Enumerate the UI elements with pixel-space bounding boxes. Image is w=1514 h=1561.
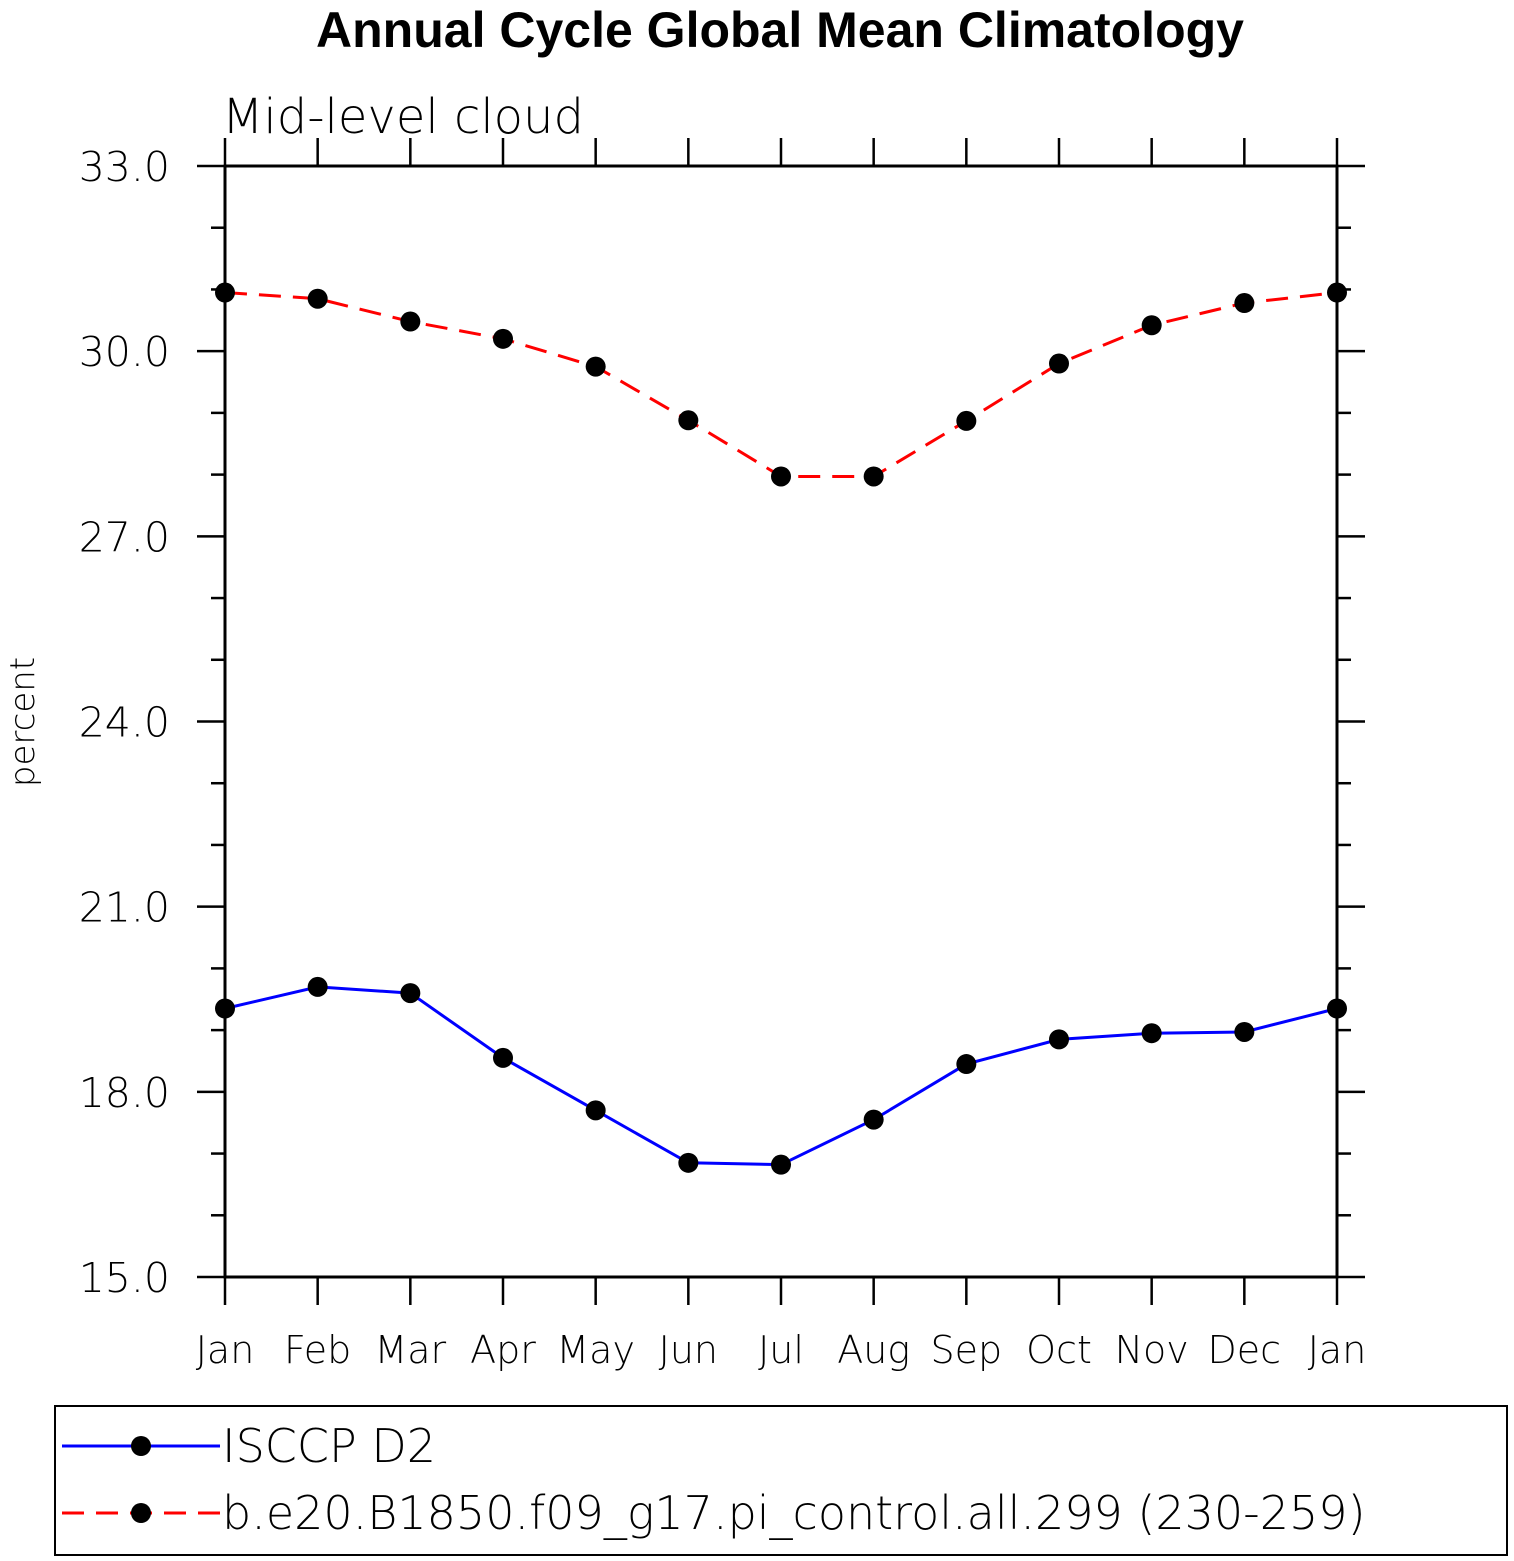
data-point-series-1	[678, 410, 699, 431]
series-lines	[224, 291, 1338, 1167]
x-tick-label: Jun	[659, 1328, 718, 1372]
data-point-series-1	[1234, 293, 1255, 314]
data-point-series-1	[307, 288, 328, 309]
x-tick-label: Feb	[284, 1328, 351, 1372]
chart-subtitle: Mid-level cloud	[222, 89, 584, 145]
y-tick-label: 30.0	[79, 328, 170, 376]
legend-marker-series-1	[131, 1503, 151, 1523]
y-tick-label: 27.0	[79, 513, 170, 561]
data-point-series-0	[956, 1054, 977, 1075]
x-tick-label: Mar	[374, 1328, 446, 1372]
data-point-series-0	[863, 1109, 884, 1130]
data-point-series-0	[215, 998, 235, 1019]
data-point-series-1	[585, 356, 606, 377]
x-tick-label: Dec	[1208, 1328, 1282, 1372]
data-point-series-0	[400, 983, 421, 1004]
x-tick-label: Oct	[1026, 1328, 1092, 1372]
y-tick-label: 18.0	[79, 1069, 170, 1117]
series-line-0	[224, 985, 1338, 1167]
x-tick-label: Jan	[196, 1328, 255, 1372]
data-point-series-0	[493, 1047, 513, 1068]
data-point-series-0	[1234, 1021, 1255, 1042]
data-point-series-0	[1049, 1029, 1069, 1050]
data-point-series-0	[1141, 1023, 1162, 1044]
data-point-series-1	[863, 466, 884, 487]
x-tick-label: Sep	[931, 1328, 1003, 1372]
x-tick-label: Aug	[837, 1328, 910, 1372]
legend-label-series-0: ISCCP D2	[222, 1419, 436, 1473]
data-point-series-1	[1049, 353, 1069, 374]
chart-title: Annual Cycle Global Mean Climatology	[316, 2, 1244, 58]
y-tick-label: 21.0	[79, 884, 170, 932]
plot-frame	[223, 164, 1339, 1279]
data-point-series-1	[1141, 315, 1162, 336]
data-point-series-1	[400, 311, 421, 332]
data-point-series-1	[956, 410, 977, 431]
x-tick-label: Apr	[470, 1328, 536, 1372]
legend-box	[54, 1405, 1508, 1556]
y-axis-label: percent	[3, 657, 43, 787]
data-point-series-0	[307, 976, 328, 997]
axis-ticks	[197, 138, 1365, 1305]
data-point-series-0	[771, 1154, 791, 1175]
data-point-series-1	[493, 328, 513, 349]
legend: ISCCP D2 b.e20.B1850.f09_g17.pi_control.…	[54, 1405, 1508, 1556]
y-tick-label: 15.0	[79, 1254, 170, 1302]
data-point-series-1	[1327, 282, 1347, 303]
data-point-series-0	[1327, 998, 1347, 1019]
legend-marker-series-0	[131, 1436, 151, 1456]
data-point-series-0	[585, 1100, 606, 1121]
data-point-series-1	[771, 466, 791, 487]
x-tick-label: Nov	[1115, 1328, 1189, 1372]
x-tick-label: Jul	[758, 1328, 804, 1372]
legend-label-series-1: b.e20.B1850.f09_g17.pi_control.all.299 (…	[222, 1486, 1366, 1540]
x-tick-labels: Jan Feb Mar Apr May Jun Jul Aug Sep Oct Nov Dec Jan	[196, 1328, 1367, 1372]
y-tick-label: 24.0	[79, 699, 170, 747]
y-tick-labels: 15.0 18.0 21.0 24.0 27.0 30.0 33.0	[79, 143, 170, 1302]
series-points	[215, 282, 1347, 1175]
data-point-series-0	[678, 1152, 699, 1173]
series-line-1	[224, 291, 1338, 478]
x-tick-label: Jan	[1308, 1328, 1367, 1372]
y-tick-label: 33.0	[79, 143, 170, 191]
data-point-series-1	[215, 282, 235, 303]
x-tick-label: May	[556, 1328, 635, 1372]
